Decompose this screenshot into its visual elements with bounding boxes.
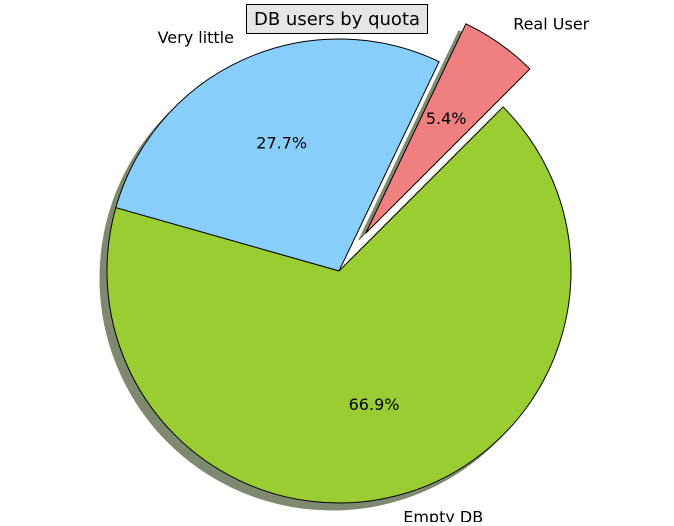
- slice-percent-very-little: 27.7%: [256, 134, 307, 153]
- pie-slice-very-little: [115, 38, 440, 272]
- label-layer: Real User 5.4% Very little 27.7% Empty DB 66.…: [158, 14, 590, 526]
- slice-label-real-user: Real User: [513, 14, 589, 33]
- slice-percent-real-user: 5.4%: [426, 109, 467, 128]
- slice-label-very-little: Very little: [158, 28, 234, 47]
- slice-layer: [106, 23, 572, 504]
- slice-label-empty-db: Empty DB: [403, 507, 483, 522]
- pie-slice-empty-db: [106, 106, 572, 504]
- chart-title: DB users by quota: [246, 4, 429, 34]
- pie-slice-real-user: [365, 23, 531, 234]
- slice-percent-empty-db: 66.9%: [349, 395, 400, 414]
